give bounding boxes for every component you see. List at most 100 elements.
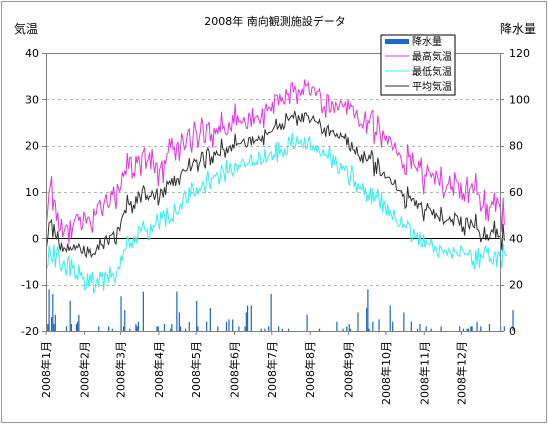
precip-bar-132: [209, 307, 211, 331]
left-y-tick-labels: -20 -10 0 10 20 30 40: [21, 47, 46, 338]
precip-bar-101: [171, 324, 173, 331]
precip-bar-336: [462, 328, 465, 331]
precip-bar-294: [410, 321, 412, 331]
precip-bar-108: [179, 326, 182, 331]
precipitation-bars: [46, 289, 514, 331]
precip-bar-160: [244, 326, 246, 331]
legend-label-avg: 平均気温: [412, 80, 452, 93]
legend-label-precip: 降水量: [412, 35, 442, 48]
precip-bar-299: [416, 328, 419, 331]
x-tick-label-11: 2008年12月: [455, 341, 469, 405]
min-temp-line: [46, 132, 507, 294]
precip-bar-67: [129, 328, 131, 331]
precip-bar-350: [480, 326, 482, 331]
precip-bar-145: [225, 321, 228, 331]
y-axis-label: 気温: [14, 21, 38, 36]
precip-bar-339: [466, 328, 468, 331]
precip-bar-26: [78, 314, 80, 331]
precip-bar-161: [245, 312, 247, 331]
precip-bar-6: [53, 324, 55, 331]
legend: 降水量 最高気温 最低気温 平均気温: [380, 34, 456, 96]
x-tick-label-7: 2008年8月: [303, 341, 317, 398]
precip-bar-89: [156, 326, 158, 331]
x-tick-label-2: 2008年3月: [113, 341, 127, 398]
legend-label-min: 最低気温: [412, 65, 452, 78]
precip-bar-150: [232, 319, 234, 331]
precip-bar-369: [503, 326, 505, 331]
precip-bar-112: [184, 328, 187, 331]
precip-bar-190: [281, 328, 283, 331]
precip-bar-242: [346, 326, 348, 331]
precip-bar-251: [357, 312, 359, 331]
precip-bar-239: [342, 328, 344, 331]
precip-bar-181: [270, 293, 272, 331]
precip-bar-333: [459, 326, 461, 331]
avg-temp-line: [46, 110, 505, 259]
precip-bar-155: [238, 326, 240, 331]
precip-bar-19: [69, 300, 71, 331]
precip-bar-73: [136, 326, 138, 331]
precip-bar-306: [425, 326, 427, 331]
precip-bar-78: [142, 291, 144, 331]
precip-bar-7: [54, 314, 56, 331]
gridlines: [46, 99, 500, 286]
precip-bar-260: [368, 328, 370, 331]
right-tick-0: 0: [509, 325, 516, 338]
right-tick-120: 120: [509, 47, 530, 60]
max-temp-line: [46, 79, 505, 244]
precip-bar-234: [336, 321, 338, 331]
precip-bar-210: [306, 314, 308, 331]
precip-bar-147: [228, 319, 230, 331]
precip-bar-1: [47, 324, 49, 331]
left-tick-30: 30: [25, 93, 39, 106]
x-tick-labels: 2008年1月 2008年2月 2008年3月 2008年4月 2008年5月 2008年…: [39, 331, 469, 405]
right-tick-80: 80: [509, 140, 523, 153]
precip-bar-258: [366, 307, 368, 331]
precip-bar-259: [367, 289, 369, 331]
y2-axis-label: 降水量: [500, 22, 536, 36]
precip-bar-195: [287, 328, 290, 331]
precip-bar-342: [470, 326, 472, 331]
precip-bar-245: [349, 328, 352, 331]
right-y-tick-labels: 0 20 40 60 80 100 120: [500, 47, 530, 338]
precip-bar-301: [419, 324, 421, 331]
precip-bar-4: [50, 317, 53, 331]
precip-bar-121: [196, 300, 198, 331]
precip-bar-42: [98, 326, 100, 331]
precip-bar-90: [157, 326, 159, 331]
precip-bar-95: [163, 324, 166, 331]
x-tick-label-4: 2008年5月: [189, 341, 203, 398]
precip-bar-53: [111, 328, 113, 331]
precip-bar-74: [137, 321, 140, 331]
precip-bar-310: [430, 328, 432, 331]
x-tick-label-0: 2008年1月: [39, 341, 53, 398]
precip-bar-24: [75, 324, 77, 331]
precip-bar-100: [170, 328, 172, 331]
x-tick-label-5: 2008年6月: [228, 341, 242, 398]
precip-bar-62: [122, 326, 125, 331]
precip-bar-50: [108, 326, 110, 331]
left-tick-20: 20: [25, 140, 39, 153]
left-tick--10: -10: [21, 279, 39, 292]
legend-box: [380, 34, 456, 96]
precip-bar-279: [392, 321, 394, 331]
x-tick-label-8: 2008年9月: [342, 341, 356, 398]
precip-bar-173: [260, 328, 262, 331]
precip-bar-179: [268, 326, 270, 331]
right-tick-40: 40: [509, 232, 523, 245]
precip-bar-244: [348, 324, 350, 331]
precip-bar-220: [318, 328, 321, 331]
precip-bar-16: [65, 326, 68, 331]
right-tick-100: 100: [509, 93, 530, 106]
legend-swatch-precip: [385, 39, 409, 44]
right-tick-60: 60: [509, 186, 523, 199]
x-tick-label-6: 2008年7月: [265, 341, 279, 398]
x-tick-label-1: 2008年2月: [78, 341, 92, 398]
precip-bar-122: [197, 326, 199, 331]
precip-bar-176: [264, 328, 266, 331]
precip-bar-187: [277, 326, 280, 331]
left-tick-10: 10: [25, 186, 39, 199]
precip-bar-347: [476, 321, 478, 331]
